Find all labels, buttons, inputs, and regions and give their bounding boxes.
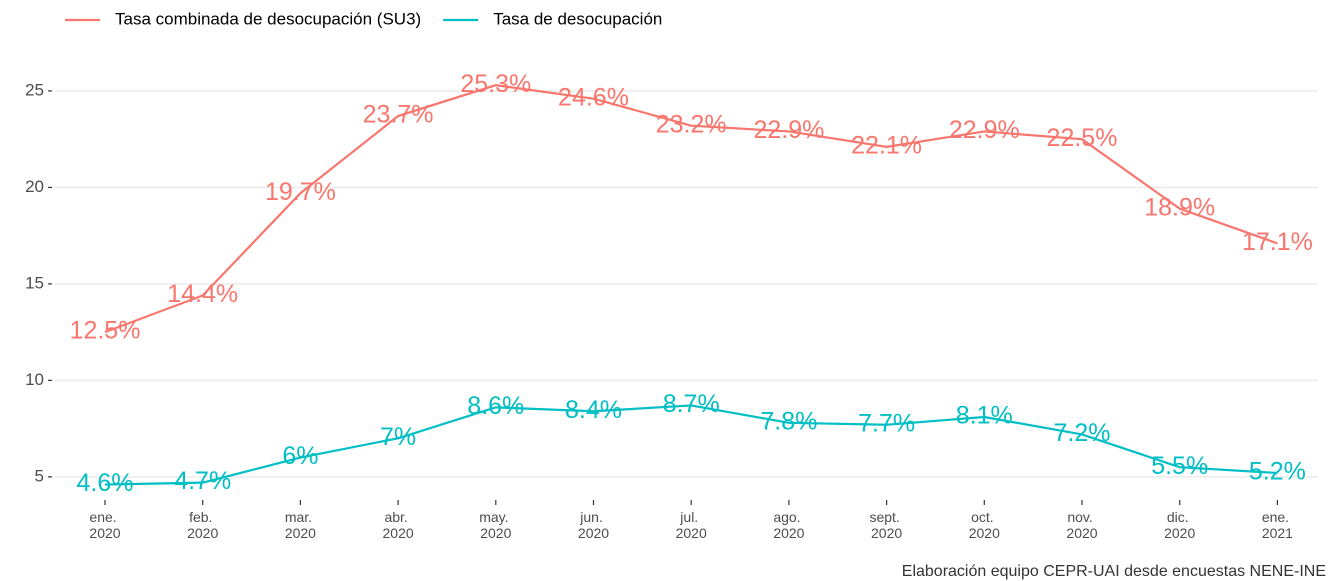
x-tick-label: ene. 2021 (1262, 509, 1293, 541)
data-label: 8.7% (663, 390, 720, 418)
x-tick-label: abr. 2020 (383, 509, 414, 541)
data-label: 23.2% (656, 110, 727, 138)
data-label: 22.1% (851, 132, 922, 160)
data-label: 17.1% (1242, 228, 1313, 256)
y-tick-label: 25 (25, 80, 44, 99)
x-tick-label: sept. 2020 (869, 509, 903, 541)
data-label: 12.5% (70, 317, 141, 345)
data-label: 4.7% (174, 467, 231, 495)
data-label: 5.2% (1249, 458, 1306, 486)
data-label: 8.6% (467, 392, 524, 420)
data-label: 7.7% (858, 409, 915, 437)
x-tick-label: feb. 2020 (187, 509, 218, 541)
caption: Elaboración equipo CEPR-UAI desde encues… (902, 563, 1326, 580)
x-tick-label: nov. 2020 (1066, 509, 1097, 541)
data-label: 5.5% (1151, 452, 1208, 480)
x-tick-label: ago. 2020 (773, 509, 804, 541)
x-tick-label: jun. 2020 (578, 509, 609, 541)
data-label: 22.9% (949, 116, 1020, 144)
data-label: 23.7% (363, 101, 434, 129)
x-tick-label: oct. 2020 (969, 509, 1000, 541)
data-label: 7.2% (1054, 419, 1111, 447)
data-label: 22.5% (1047, 124, 1118, 152)
series-line (104, 404, 1278, 486)
x-tick-label: dic. 2020 (1164, 509, 1195, 541)
legend-label: Tasa combinada de desocupación (SU3) (115, 9, 421, 28)
x-tick-label: mar. 2020 (285, 509, 316, 541)
data-label: 8.4% (565, 396, 622, 424)
y-tick-label: 15 (25, 273, 44, 292)
legend-label: Tasa de desocupación (493, 9, 662, 28)
data-label: 22.9% (753, 116, 824, 144)
data-label: 25.3% (460, 70, 531, 98)
data-label: 8.1% (956, 402, 1013, 430)
data-label: 4.6% (77, 469, 134, 497)
y-tick-label: 5 (35, 466, 44, 485)
data-label: 7% (380, 423, 416, 451)
data-label: 24.6% (558, 83, 629, 111)
series-line (104, 84, 1278, 334)
data-label: 14.4% (167, 280, 238, 308)
x-tick-label: ene. 2020 (89, 509, 120, 541)
y-tick-label: 20 (25, 177, 44, 196)
data-label: 18.9% (1144, 193, 1215, 221)
data-label: 19.7% (265, 178, 336, 206)
x-tick-label: jul. 2020 (676, 509, 707, 541)
data-label: 6% (282, 442, 318, 470)
y-tick-label: 10 (25, 370, 44, 389)
data-label: 7.8% (760, 407, 817, 435)
x-tick-label: may. 2020 (479, 509, 512, 541)
